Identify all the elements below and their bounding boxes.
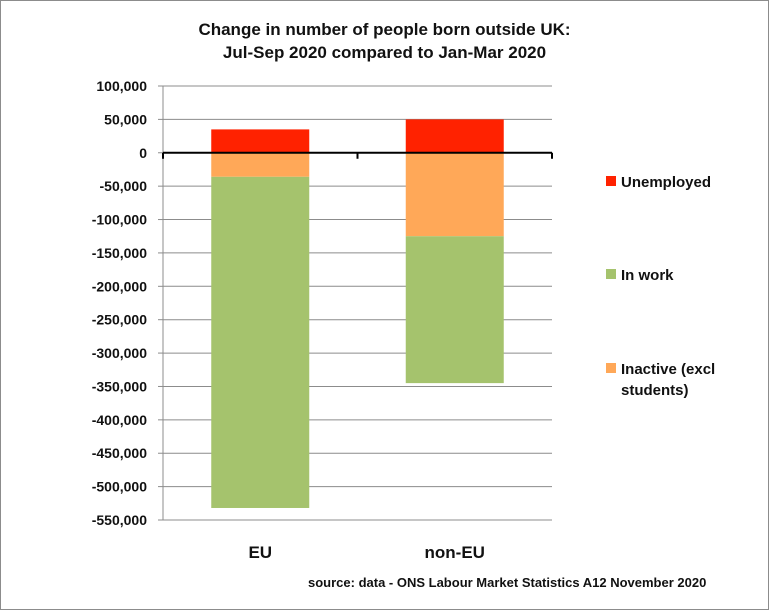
legend-swatch <box>606 363 616 373</box>
y-tick-label: -200,000 <box>92 278 147 294</box>
bar-in-work-non-eu <box>405 236 504 384</box>
legend-item: Unemployed <box>606 172 741 193</box>
legend-label: Inactive (excl students) <box>621 361 716 399</box>
source-note: source: data - ONS Labour Market Statist… <box>308 575 707 590</box>
y-tick-label: 100,000 <box>96 78 147 94</box>
bar-in-work-eu <box>211 176 310 508</box>
legend-swatch <box>606 269 616 279</box>
y-tick-label: 0 <box>139 145 147 161</box>
y-tick-label: -250,000 <box>92 312 147 328</box>
y-tick-label: 50,000 <box>104 111 147 127</box>
legend-label: Unemployed <box>621 174 712 191</box>
x-category-label: EU <box>248 543 272 562</box>
bar-unemployed-eu <box>211 129 310 153</box>
bar-unemployed-non-eu <box>405 119 504 153</box>
y-tick-label: -150,000 <box>92 245 147 261</box>
x-category-label: non-EU <box>425 543 485 562</box>
chart-title-line-1: Change in number of people born outside … <box>198 20 571 39</box>
y-tick-label: -350,000 <box>92 378 147 394</box>
y-tick-label: -550,000 <box>92 512 147 528</box>
bar-inactive-excl-students-eu <box>211 152 310 177</box>
legend-item: Inactive (excl students) <box>606 359 741 401</box>
legend-swatch <box>606 176 616 186</box>
y-tick-label: -500,000 <box>92 479 147 495</box>
y-tick-label: -50,000 <box>100 178 148 194</box>
y-tick-label: -100,000 <box>92 212 147 228</box>
chart-title: Change in number of people born outside … <box>0 18 769 64</box>
bar-inactive-excl-students-non-eu <box>405 152 504 237</box>
legend-item: In work <box>606 265 741 286</box>
chart-title-line-2: Jul-Sep 2020 compared to Jan-Mar 2020 <box>222 43 547 62</box>
y-tick-label: -400,000 <box>92 412 147 428</box>
y-tick-label: -450,000 <box>92 445 147 461</box>
y-tick-label: -300,000 <box>92 345 147 361</box>
legend-label: In work <box>621 267 674 284</box>
